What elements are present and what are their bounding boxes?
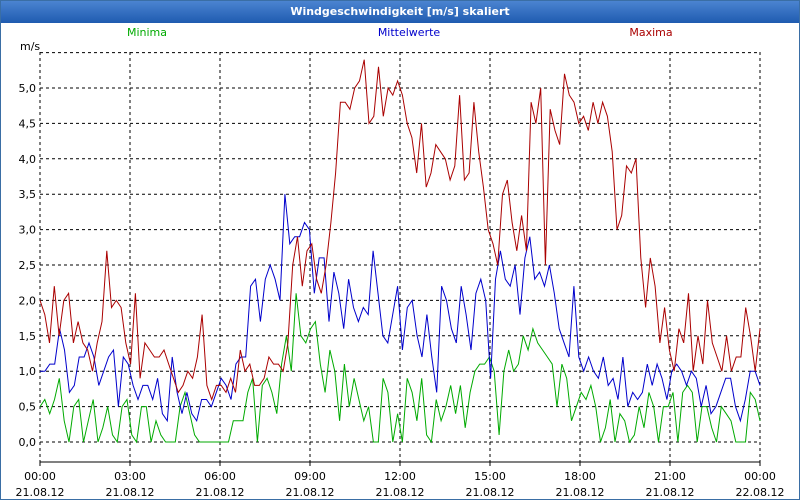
y-tick-label: 4,5 [19,117,37,130]
y-tick-label: 2,5 [19,259,37,272]
x-tick-time-label: 00:00 [24,470,56,483]
y-tick-label: 5,0 [19,82,37,95]
x-tick-date-label: 21.08.12 [196,486,245,499]
y-tick-label: 1,5 [19,330,37,343]
y-tick-label: 0,5 [19,401,37,414]
series-line-mittelwerte [40,194,761,423]
series-line-maxima [39,59,761,402]
x-tick-time-label: 09:00 [294,470,326,483]
series-line-minima [39,293,761,444]
y-tick-label: 3,5 [19,188,37,201]
x-tick-time-label: 12:00 [384,470,416,483]
x-tick-date-label: 21.08.12 [556,486,605,499]
y-axis-label: m/s [20,40,40,53]
x-tick-time-label: 21:00 [654,470,686,483]
x-tick-date-label: 22.08.12 [736,486,785,499]
x-tick-date-label: 21.08.12 [16,486,65,499]
legend-entry-mittelwerte: Mittelwerte [378,26,441,39]
x-tick-date-label: 21.08.12 [106,486,155,499]
x-tick-date-label: 21.08.12 [466,486,515,499]
y-tick-label: 1,0 [19,365,37,378]
y-tick-label: 0,0 [19,436,37,449]
legend-entry-minima: Minima [127,26,167,39]
x-tick-time-label: 15:00 [474,470,506,483]
y-tick-label: 3,0 [19,224,37,237]
x-tick-date-label: 21.08.12 [376,486,425,499]
x-tick-time-label: 03:00 [114,470,146,483]
x-tick-time-label: 00:00 [744,470,776,483]
x-tick-date-label: 21.08.12 [646,486,695,499]
x-tick-time-label: 06:00 [204,470,236,483]
legend-entry-maxima: Maxima [629,26,672,39]
y-tick-label: 2,0 [19,294,37,307]
x-tick-time-label: 18:00 [564,470,596,483]
y-tick-label: 4,0 [19,153,37,166]
x-tick-date-label: 21.08.12 [286,486,335,499]
chart-title: Windgeschwindigkeit [m/s] skaliert [1,1,799,23]
